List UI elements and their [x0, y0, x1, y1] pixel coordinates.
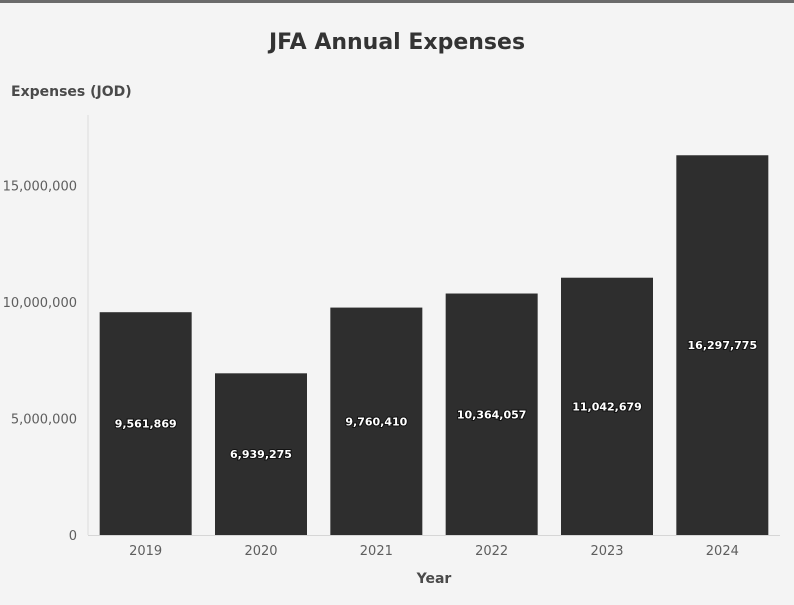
chart-title: JFA Annual Expenses	[268, 30, 526, 55]
y-axis-title: Expenses (JOD)	[11, 84, 132, 100]
bar-value-label: 9,561,869	[115, 418, 177, 431]
y-tick-label: 10,000,000	[3, 296, 77, 311]
y-tick-label: 15,000,000	[3, 180, 77, 195]
bar-value-label: 6,939,275	[230, 448, 292, 461]
y-tick-label: 5,000,000	[11, 413, 77, 428]
bar	[445, 293, 538, 535]
bar	[330, 307, 423, 535]
top-border	[0, 0, 794, 3]
bar-value-label: 16,297,775	[688, 339, 758, 352]
y-tick-label: 0	[69, 529, 77, 544]
x-tick-label: 2019	[129, 544, 162, 559]
bar-value-label: 9,760,410	[345, 415, 407, 428]
bar-value-label: 10,364,057	[457, 408, 527, 421]
bar	[99, 312, 192, 535]
bar	[215, 373, 307, 535]
bar-value-label: 11,042,679	[572, 400, 642, 413]
bar	[561, 277, 653, 535]
x-axis-title: Year	[416, 571, 452, 587]
x-tick-label: 2023	[590, 544, 623, 559]
bar	[676, 155, 769, 535]
x-tick-label: 2022	[475, 544, 508, 559]
x-tick-label: 2020	[244, 544, 277, 559]
x-tick-label: 2021	[360, 544, 393, 559]
x-tick-label: 2024	[706, 544, 739, 559]
